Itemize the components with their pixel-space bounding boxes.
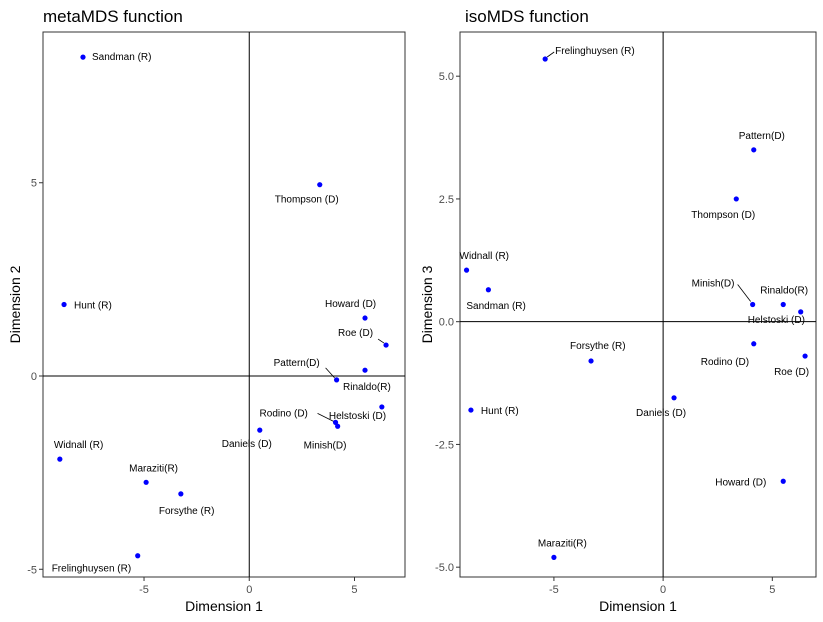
data-point [317,182,323,188]
y-tick-label: -5 [27,564,37,576]
panel-1: metaMDS function -5 0 5 -5 0 5 Dimension 1 Dimen… [7,7,406,614]
point-label: Hunt (R) [74,301,112,312]
x-axis-title: Dimension 1 [599,598,677,614]
point-label: Howard (D) [325,299,376,310]
data-point [379,404,385,410]
point-label: Rodino (D) [260,408,308,419]
point-label: Roe (D) [338,328,373,339]
point-label: Minish(D) [692,279,735,290]
point-label: Pattern(D) [739,131,785,142]
point-label: Maraziti(R) [129,463,178,474]
label-leader-line [737,284,751,302]
data-point [61,301,67,308]
label-leader-line [377,338,385,344]
x-tick-label: 5 [769,584,775,596]
data-point [80,54,86,60]
data-point [57,456,63,462]
x-tick-label: 0 [246,584,252,596]
point-label: Rinaldo(R) [760,286,808,297]
data-point [485,287,491,293]
point-label: Maraziti(R) [538,538,587,549]
y-tick-label: -5.0 [435,562,454,574]
plot-frame [42,31,406,578]
point-label: Widnall (R) [460,251,509,262]
data-point [751,147,757,153]
data-point [332,419,339,425]
point-label: Widnall (R) [54,440,103,451]
data-point [383,342,389,348]
point-label: Sandman (R) [92,52,151,63]
data-point [751,341,757,347]
chart-title: metaMDS function [43,7,183,26]
data-point [542,56,548,62]
plot-frame [459,31,817,578]
point-label: Rinaldo(R) [343,382,391,393]
data-point [178,491,184,497]
point-label: Howard (D) [715,477,766,488]
data-point [135,553,141,559]
point-label: Helstoski (D) [748,315,805,326]
data-point [588,358,594,364]
point-label: Thompson (D) [691,210,755,221]
point-label: Helstoski (D) [329,411,386,422]
data-point [257,427,263,433]
point-label: Forsythe (R) [159,506,215,517]
point-label: Frelinghuysen (R) [555,46,634,57]
y-tick-label: 0 [31,371,37,383]
point-label: Frelinghuysen (R) [52,564,131,575]
chart-title: isoMDS function [465,7,589,26]
data-point [750,301,756,308]
x-tick-label: -5 [549,584,559,596]
y-tick-label: 0.0 [439,317,454,329]
data-point [802,353,808,359]
x-tick-label: 0 [660,584,666,596]
point-label: Forsythe (R) [570,341,626,352]
point-label: Thompson (D) [275,195,339,206]
point-label: Sandman (R) [466,301,525,312]
x-axis-title: Dimension 1 [185,598,263,614]
y-tick-label: 2.5 [439,194,454,206]
data-point [798,309,804,315]
point-label: Hunt (R) [481,406,519,417]
y-axis-title: Dimension 2 [7,265,23,343]
data-point [780,301,786,308]
panel-2: isoMDS function -5 0 5 -5.0 -2.5 0.0 2.5 5.0 Dime… [419,7,817,614]
data-point [143,479,149,485]
x-tick-label: 5 [351,584,357,596]
y-tick-label: 5 [31,178,37,190]
label-leader-line [317,413,334,422]
data-point [333,377,340,383]
point-label: Minish(D) [304,440,347,451]
point-label: Roe (D) [774,367,809,378]
data-point [733,196,739,202]
point-label: Daniels (D) [222,439,272,450]
point-label: Pattern(D) [274,358,320,369]
y-tick-label: -2.5 [435,439,454,451]
data-point [362,367,368,373]
data-point [335,423,341,429]
data-point [780,478,786,484]
data-point [362,315,368,321]
x-tick-label: -5 [139,584,149,596]
data-point [671,395,677,401]
point-label: Daniels (D) [636,408,686,419]
label-leader-line [325,367,335,379]
y-axis-title: Dimension 3 [419,265,435,343]
data-point [551,554,557,560]
data-point [463,267,470,273]
point-label: Rodino (D) [701,357,749,368]
data-point [468,407,474,413]
y-tick-label: 5.0 [439,71,454,83]
label-leader-line [546,51,555,58]
